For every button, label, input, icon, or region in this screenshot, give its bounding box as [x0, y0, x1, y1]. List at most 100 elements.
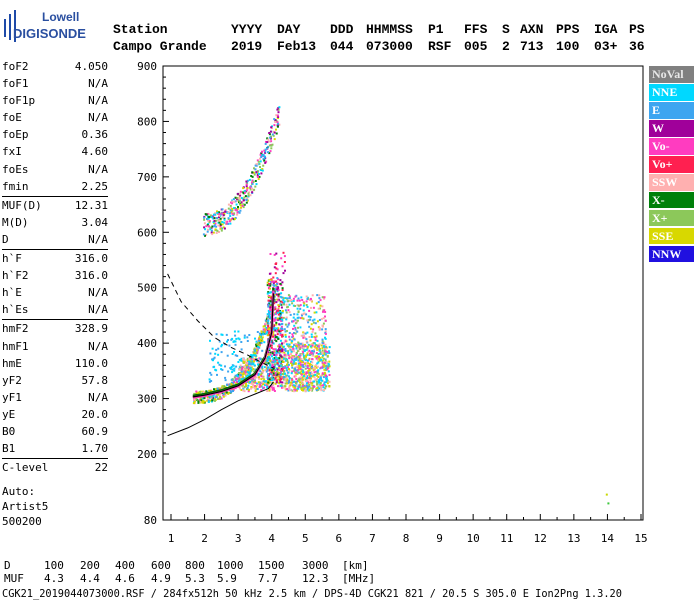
echo-dot [277, 327, 280, 330]
echo-dot [267, 291, 270, 294]
echo-dot [309, 364, 312, 367]
echo-dot [249, 188, 252, 191]
echo-dot [259, 357, 262, 360]
echo-dot [255, 171, 258, 174]
param-label: yE [2, 407, 16, 421]
echo-dot [276, 283, 278, 286]
echo-dot [298, 384, 301, 387]
echo-dot [240, 206, 243, 209]
echo-dot [270, 147, 273, 150]
legend-item-sse: SSE [649, 227, 694, 245]
echo-dot [232, 340, 235, 343]
param-label: h`F2 [2, 269, 29, 283]
echo-dot [238, 368, 241, 371]
echo-dot [207, 399, 210, 402]
echo-dot [312, 328, 315, 331]
echo-dot [279, 313, 282, 316]
echo-dot [277, 287, 280, 290]
echo-dot [268, 313, 271, 316]
echo-dot [270, 144, 273, 147]
echo-dot [318, 387, 321, 390]
echo-dot [294, 318, 297, 321]
echo-dot [240, 357, 243, 360]
echo-dot [254, 168, 257, 171]
echo-dot [245, 198, 248, 201]
echo-dot [268, 312, 270, 315]
echo-dot [252, 363, 255, 366]
echo-dot [317, 353, 320, 355]
echo-dot [268, 132, 271, 134]
echo-dot [253, 378, 256, 381]
echo-dot [319, 382, 322, 384]
echo-dot [262, 383, 264, 386]
echo-dot [314, 339, 317, 342]
echo-dot [224, 392, 227, 395]
echo-dot [320, 377, 322, 380]
x-tick-label: 2 [201, 532, 208, 545]
echo-dot [264, 142, 267, 145]
echo-dot [278, 346, 281, 348]
echo-dot [248, 334, 251, 336]
y-tick-label: 700 [137, 171, 157, 184]
echo-dot [324, 311, 327, 313]
echo-dot [212, 213, 215, 216]
param-row-d: D N/A [2, 231, 108, 248]
direction-legend: NoVal NNE E W Vo- Vo+ SSW X- X+ SSE NNW [649, 66, 694, 264]
echo-dot [273, 390, 276, 392]
echo-dot [296, 330, 299, 333]
echo-dot [288, 303, 291, 306]
echo-dot [306, 379, 309, 382]
echo-dot [288, 311, 291, 314]
echo-dot [281, 376, 284, 379]
echo-dot [308, 384, 311, 386]
param-value: 2.25 [81, 179, 109, 193]
echo-dot [255, 164, 258, 167]
echo-dot [309, 316, 312, 319]
echo-dot [271, 355, 273, 358]
echo-dot [310, 382, 313, 385]
echo-dot [282, 316, 285, 319]
echo-dot [275, 267, 278, 270]
echo-dot [273, 354, 276, 356]
echo-dot [316, 365, 319, 368]
echo-dot [259, 153, 262, 156]
echo-dot [280, 370, 283, 373]
echo-dot [302, 366, 305, 368]
echo-dot [213, 399, 216, 402]
echo-dot [245, 375, 248, 378]
echo-dot [310, 335, 313, 338]
echo-dot [205, 213, 208, 216]
echo-dot [276, 288, 279, 291]
echo-dot [250, 360, 253, 363]
echo-dot [266, 384, 269, 387]
echo-dot [212, 357, 215, 360]
echo-dot [262, 332, 265, 335]
echo-dot [296, 372, 299, 375]
echo-dot [266, 141, 269, 144]
echo-dot [285, 367, 288, 370]
echo-dot [196, 392, 199, 395]
echo-dot [235, 382, 238, 385]
echo-dot [302, 375, 305, 378]
echo-dot [279, 361, 282, 364]
echo-dot [281, 287, 284, 290]
param-value: 60.9 [81, 424, 109, 438]
echo-dot [274, 360, 277, 363]
echo-dot [221, 385, 224, 388]
echo-dot [274, 378, 277, 381]
header-val-day: Feb13 [277, 39, 316, 54]
echo-dot [289, 384, 292, 387]
footer-muf-value: 5.9 [217, 572, 237, 585]
echo-dot [267, 381, 270, 384]
echo-dot [267, 305, 270, 308]
echo-dot [299, 383, 302, 386]
echo-dot [291, 364, 293, 367]
echo-dot [305, 295, 308, 298]
echo-dot [210, 226, 213, 229]
echo-dot [222, 395, 225, 398]
echo-dot [246, 371, 249, 374]
echo-dot [271, 360, 273, 363]
echo-dot [253, 364, 256, 367]
echo-dot [242, 206, 245, 209]
echo-dot [257, 381, 260, 384]
